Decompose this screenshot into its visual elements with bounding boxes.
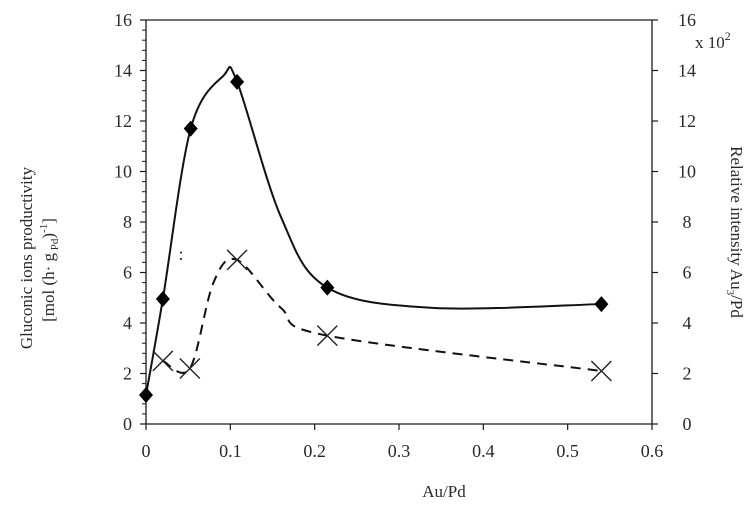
y2-tick-label: 6 <box>683 263 692 283</box>
annotation-dots: : <box>178 244 183 264</box>
productivity-curve <box>145 65 602 396</box>
y2-tick-label: 8 <box>683 212 692 232</box>
x-tick-label: 0.5 <box>556 441 579 461</box>
y2-tick-label: 12 <box>678 111 696 131</box>
y2-tick-label: 2 <box>683 364 692 384</box>
diamond-marker <box>183 120 198 137</box>
x-tick-label: 0.3 <box>388 441 411 461</box>
cross-marker <box>226 249 248 271</box>
x-tick-label: 0.1 <box>219 441 242 461</box>
y-tick-label: 16 <box>114 10 132 30</box>
intensity-curve <box>162 257 602 374</box>
y-tick-label: 8 <box>123 212 132 232</box>
y-tick-label: 12 <box>114 111 132 131</box>
x-tick-label: 0.4 <box>472 441 495 461</box>
y-tick-label: 0 <box>123 414 132 434</box>
y-tick-label: 14 <box>114 61 132 81</box>
diamond-marker <box>320 279 335 296</box>
x-tick-label: 0 <box>142 441 151 461</box>
cross-marker <box>590 360 612 382</box>
y-tick-label: 6 <box>123 263 132 283</box>
y2-tick-label: 4 <box>683 313 692 333</box>
cross-marker <box>316 325 338 347</box>
diamond-marker <box>139 386 153 403</box>
y2-multiplier: x 102 <box>695 29 731 52</box>
x-tick-label: 0.6 <box>641 441 664 461</box>
y-tick-label: 4 <box>123 313 132 333</box>
y2-tick-label: 14 <box>678 61 696 81</box>
y-tick-label: 2 <box>123 364 132 384</box>
axes: 0 2 4 6 8 10 12 14 16 0 2 4 6 8 10 12 14 16 0 0.1 0.2 0.3 0.4 0… <box>114 10 696 461</box>
x-axis-title: Au/Pd <box>422 482 466 501</box>
y2-axis-title: Relative intensity Au3/Pd <box>724 146 746 318</box>
x-tick-label: 0.2 <box>303 441 326 461</box>
diamond-marker <box>230 73 245 90</box>
y-tick-label: 10 <box>114 162 132 182</box>
y2-tick-label: 16 <box>678 10 696 30</box>
y-axis-title-line2: [mol (h· g Pd)-1] <box>38 218 61 322</box>
diamond-marker <box>155 291 170 308</box>
series-layer <box>139 65 612 403</box>
y2-tick-label: 0 <box>683 414 692 434</box>
y2-tick-label: 10 <box>678 162 696 182</box>
y-axis-title-line1: Gluconic ions productivity <box>17 166 36 349</box>
cross-marker <box>152 350 174 372</box>
diamond-marker <box>594 296 609 313</box>
cross-marker <box>179 357 201 379</box>
